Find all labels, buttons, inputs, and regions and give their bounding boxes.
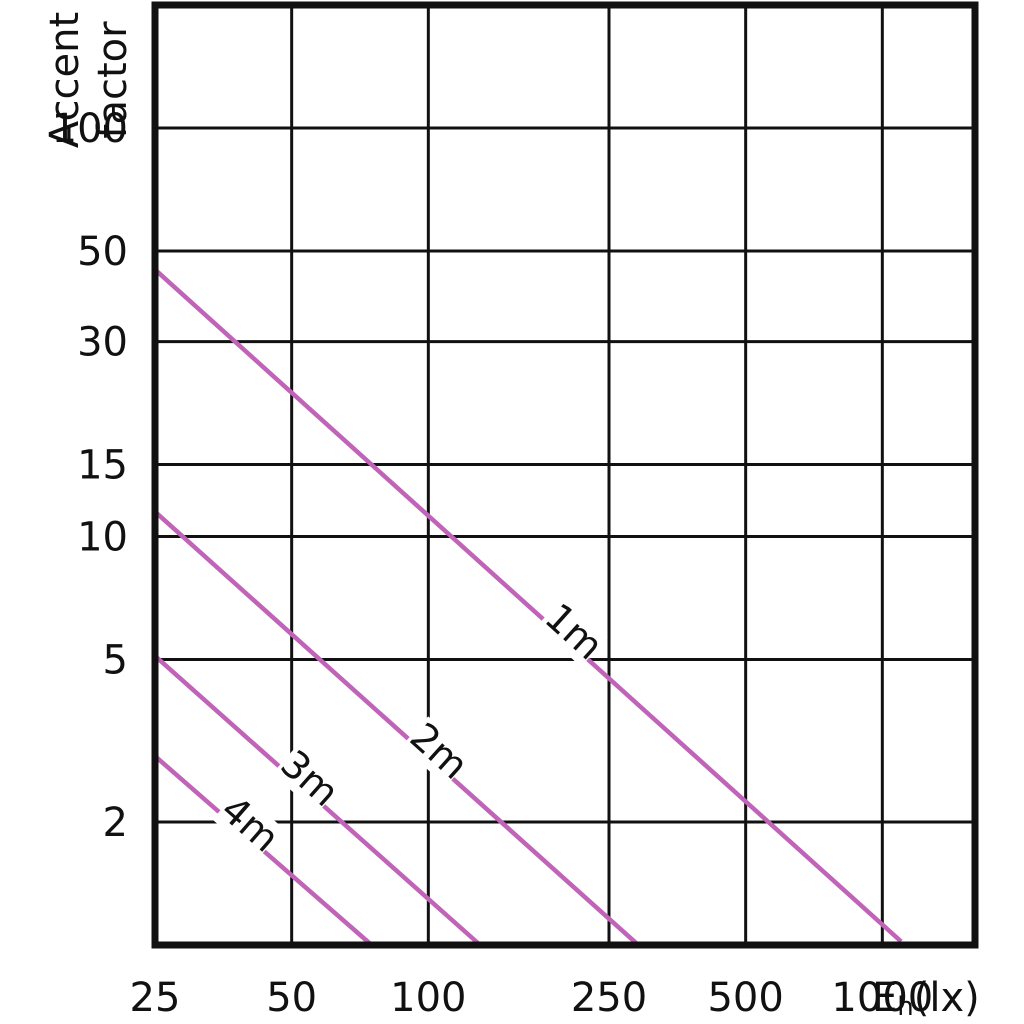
y-tick-label: 10 <box>77 514 128 560</box>
x-axis-title-main: E <box>872 975 897 1021</box>
curve-label-4m: 4m <box>213 787 288 860</box>
y-axis-title-line-2: factor <box>90 21 136 139</box>
x-tick-label: 100 <box>390 975 466 1021</box>
curve-label-3m: 3m <box>272 742 347 816</box>
x-tick-label: 1000 <box>831 975 933 1021</box>
y-tick-label: 100 <box>52 106 128 152</box>
plot-frame <box>151 1 979 949</box>
curve-label-backdrop <box>401 716 473 787</box>
y-tick-label: 15 <box>77 443 128 489</box>
y-axis-title-line-1: Accent <box>42 12 88 148</box>
x-tick-label: 50 <box>266 975 317 1021</box>
y-tick-labels: 2 5 10 15 30 50 100 <box>52 106 128 846</box>
x-axis-title: Eh(lx) <box>872 975 980 1022</box>
y-tick-label: 50 <box>77 229 128 275</box>
curve-label-1m: 1m <box>537 595 612 669</box>
plot-border <box>151 1 979 949</box>
series-line-2m <box>153 510 640 947</box>
x-axis-title-unit: (lx) <box>914 975 980 1021</box>
x-tick-labels: 25 50 100 250 500 1000 <box>130 975 934 1021</box>
grid <box>153 3 975 945</box>
x-axis-title-subscript: h <box>897 992 913 1022</box>
curve-label-2m: 2m <box>402 714 477 788</box>
x-tick-label: 250 <box>571 975 647 1021</box>
y-tick-label: 30 <box>77 320 128 366</box>
x-tick-label: 25 <box>130 975 181 1021</box>
y-tick-label: 2 <box>103 800 128 846</box>
curve-label-backdrop <box>212 789 284 859</box>
curve-label-backdrop <box>536 596 608 667</box>
series-line-1m <box>153 267 903 944</box>
curve-label-backdrop <box>272 743 344 814</box>
x-tick-label: 500 <box>707 975 783 1021</box>
y-tick-label: 5 <box>103 637 128 683</box>
